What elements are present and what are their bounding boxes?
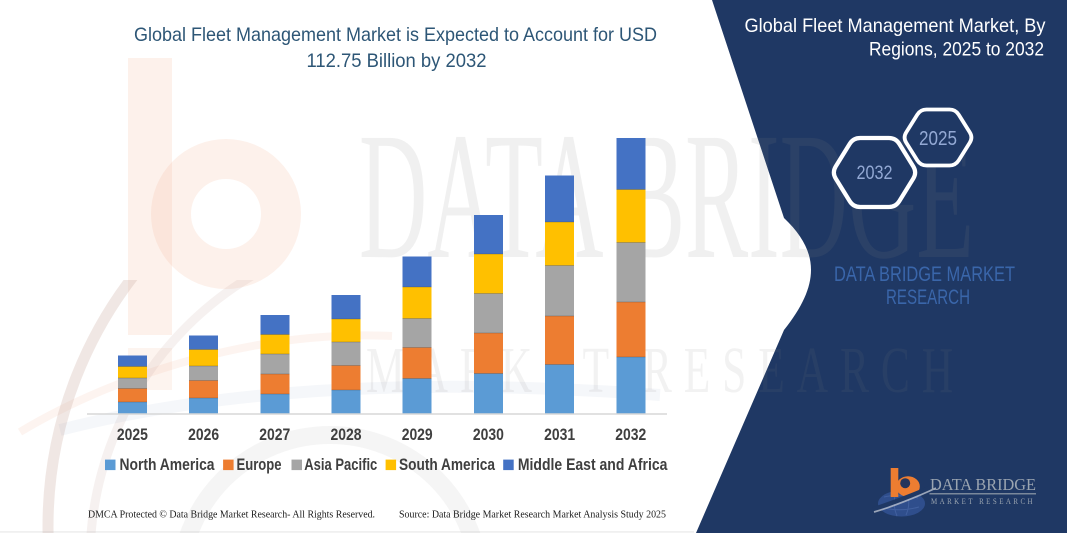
svg-text:2027: 2027 <box>259 425 290 444</box>
svg-text:MARKET RESEARCH: MARKET RESEARCH <box>931 496 1035 506</box>
svg-text:Regions, 2025 to 2032: Regions, 2025 to 2032 <box>869 38 1044 60</box>
svg-text:2025: 2025 <box>117 425 148 444</box>
svg-text:Global Fleet Management Market: Global Fleet Management Market, By <box>745 15 1046 37</box>
svg-text:Middle East and Africa: Middle East and Africa <box>518 455 668 474</box>
svg-text:2030: 2030 <box>473 425 504 444</box>
svg-text:2029: 2029 <box>402 425 433 444</box>
svg-text:North America: North America <box>120 455 215 474</box>
svg-text:Asia Pacific: Asia Pacific <box>304 455 377 474</box>
svg-text:2025: 2025 <box>919 127 957 150</box>
svg-text:2031: 2031 <box>544 425 575 444</box>
svg-text:DMCA Protected © Data Bridge M: DMCA Protected © Data Bridge Market Rese… <box>88 509 375 521</box>
svg-text:DATA BRIDGE MARKET: DATA BRIDGE MARKET <box>834 263 1015 286</box>
svg-text:2028: 2028 <box>331 425 362 444</box>
svg-text:Global Fleet Management Market: Global Fleet Management Market is Expect… <box>134 24 657 46</box>
svg-text:South America: South America <box>399 455 495 474</box>
svg-text:DATA BRIDGE: DATA BRIDGE <box>930 475 1036 494</box>
svg-text:MARKET RESEARCH: MARKET RESEARCH <box>366 334 965 407</box>
svg-text:Europe: Europe <box>237 455 282 474</box>
svg-text:2026: 2026 <box>188 425 219 444</box>
svg-text:RESEARCH: RESEARCH <box>886 286 970 309</box>
svg-text:2032: 2032 <box>615 425 646 444</box>
svg-text:2032: 2032 <box>857 162 893 184</box>
svg-text:Source: Data Bridge Market Res: Source: Data Bridge Market Research Mark… <box>399 509 666 521</box>
svg-text:112.75 Billion by 2032: 112.75 Billion by 2032 <box>307 50 487 72</box>
